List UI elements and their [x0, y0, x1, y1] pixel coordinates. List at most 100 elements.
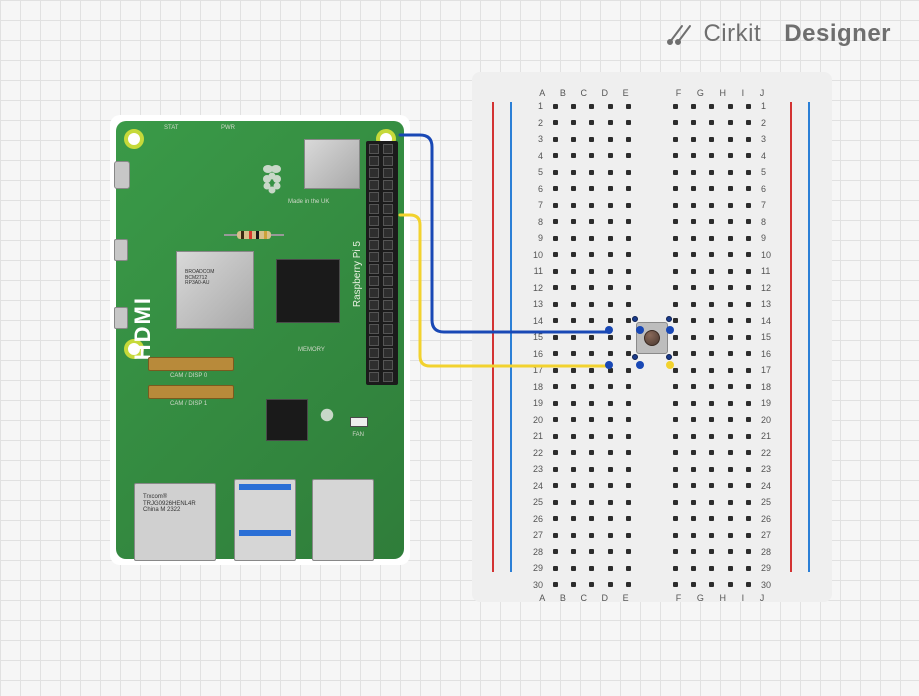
gpio-pin[interactable]	[369, 180, 379, 190]
tie-point[interactable]	[626, 500, 631, 505]
pushbutton[interactable]	[632, 318, 672, 358]
tie-point[interactable]	[746, 186, 751, 191]
tie-point[interactable]	[709, 335, 714, 340]
gpio-pin[interactable]	[369, 300, 379, 310]
tie-point[interactable]	[626, 417, 631, 422]
tie-point[interactable]	[626, 252, 631, 257]
tie-point[interactable]	[691, 434, 696, 439]
tie-point[interactable]	[709, 401, 714, 406]
tie-point[interactable]	[673, 401, 678, 406]
tie-point[interactable]	[746, 318, 751, 323]
tie-point[interactable]	[626, 318, 631, 323]
tie-point[interactable]	[691, 401, 696, 406]
tie-point[interactable]	[691, 467, 696, 472]
gpio-pin[interactable]	[383, 372, 393, 382]
gpio-pin[interactable]	[369, 204, 379, 214]
tie-point[interactable]	[709, 236, 714, 241]
tie-point[interactable]	[553, 483, 558, 488]
tie-point[interactable]	[709, 582, 714, 587]
tie-point[interactable]	[608, 351, 613, 356]
tie-point[interactable]	[728, 269, 733, 274]
tie-point[interactable]	[673, 269, 678, 274]
tie-point[interactable]	[589, 335, 594, 340]
tie-point[interactable]	[608, 120, 613, 125]
tie-point[interactable]	[728, 153, 733, 158]
tie-point[interactable]	[709, 285, 714, 290]
tie-point[interactable]	[746, 368, 751, 373]
gpio-pin[interactable]	[383, 252, 393, 262]
tie-point[interactable]	[626, 120, 631, 125]
tie-point[interactable]	[728, 120, 733, 125]
tie-point[interactable]	[728, 566, 733, 571]
tie-point[interactable]	[571, 252, 576, 257]
gpio-pin[interactable]	[369, 348, 379, 358]
tie-point[interactable]	[673, 467, 678, 472]
tie-point[interactable]	[691, 566, 696, 571]
tie-point[interactable]	[691, 236, 696, 241]
tie-point[interactable]	[589, 170, 594, 175]
tie-point[interactable]	[626, 566, 631, 571]
tie-point[interactable]	[553, 566, 558, 571]
tie-point[interactable]	[589, 120, 594, 125]
tie-point[interactable]	[746, 104, 751, 109]
tie-point[interactable]	[626, 467, 631, 472]
tie-point[interactable]	[553, 434, 558, 439]
tie-point[interactable]	[589, 549, 594, 554]
tie-point[interactable]	[553, 104, 558, 109]
tie-point[interactable]	[626, 434, 631, 439]
tie-point[interactable]	[589, 186, 594, 191]
tie-point[interactable]	[691, 351, 696, 356]
gpio-pin[interactable]	[369, 324, 379, 334]
tie-point[interactable]	[626, 137, 631, 142]
tie-point[interactable]	[746, 582, 751, 587]
tie-point[interactable]	[553, 368, 558, 373]
gpio-pin[interactable]	[383, 360, 393, 370]
tie-point[interactable]	[608, 252, 613, 257]
tie-point[interactable]	[589, 203, 594, 208]
tie-point[interactable]	[589, 137, 594, 142]
tie-point[interactable]	[728, 137, 733, 142]
tie-point[interactable]	[608, 170, 613, 175]
tie-point[interactable]	[571, 434, 576, 439]
tie-point[interactable]	[553, 401, 558, 406]
tie-point[interactable]	[691, 417, 696, 422]
tie-point[interactable]	[673, 236, 678, 241]
tie-point[interactable]	[626, 153, 631, 158]
tie-point[interactable]	[608, 500, 613, 505]
gpio-pin[interactable]	[383, 300, 393, 310]
gpio-pin[interactable]	[383, 168, 393, 178]
tie-point[interactable]	[608, 384, 613, 389]
tie-point[interactable]	[553, 450, 558, 455]
tie-point[interactable]	[728, 203, 733, 208]
tie-point[interactable]	[608, 153, 613, 158]
tie-point[interactable]	[673, 219, 678, 224]
gpio-pin[interactable]	[369, 144, 379, 154]
tie-point[interactable]	[691, 104, 696, 109]
tie-point[interactable]	[608, 186, 613, 191]
tie-point[interactable]	[571, 483, 576, 488]
tie-point[interactable]	[746, 401, 751, 406]
tie-point[interactable]	[626, 236, 631, 241]
tie-point[interactable]	[709, 137, 714, 142]
tie-point[interactable]	[589, 318, 594, 323]
gpio-pin[interactable]	[369, 336, 379, 346]
tie-point[interactable]	[626, 285, 631, 290]
tie-point[interactable]	[709, 483, 714, 488]
tie-point[interactable]	[553, 500, 558, 505]
tie-point[interactable]	[746, 500, 751, 505]
tie-point[interactable]	[673, 170, 678, 175]
tie-point[interactable]	[571, 533, 576, 538]
tie-point[interactable]	[728, 170, 733, 175]
tie-point[interactable]	[608, 137, 613, 142]
tie-point[interactable]	[728, 401, 733, 406]
tie-point[interactable]	[608, 104, 613, 109]
tie-point[interactable]	[691, 186, 696, 191]
tie-point[interactable]	[608, 483, 613, 488]
gpio-header[interactable]	[366, 141, 398, 385]
tie-point[interactable]	[608, 269, 613, 274]
gpio-pin[interactable]	[369, 168, 379, 178]
tie-point[interactable]	[728, 318, 733, 323]
tie-point[interactable]	[608, 533, 613, 538]
tie-point[interactable]	[626, 401, 631, 406]
tie-point[interactable]	[673, 335, 678, 340]
